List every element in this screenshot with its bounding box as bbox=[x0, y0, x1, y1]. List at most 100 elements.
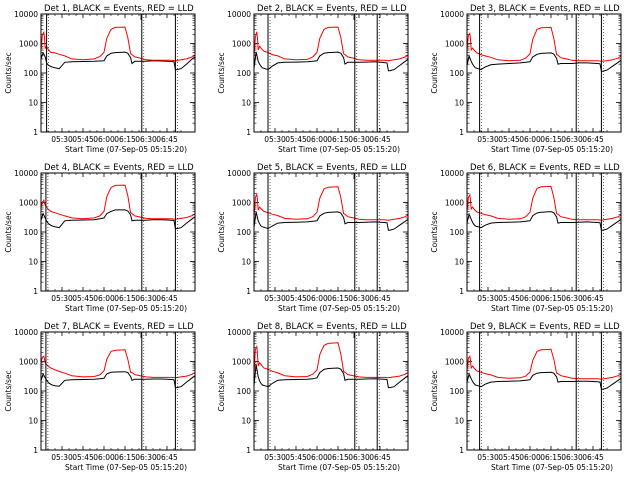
y-tick-label: 1 bbox=[459, 128, 464, 137]
x-tick-label: 06:00 bbox=[519, 453, 541, 462]
y-tick-label: 1000 bbox=[19, 358, 38, 367]
y-tick-label: 10000 bbox=[440, 328, 464, 337]
chart-panel-det-3: Det 3, BLACK = Events, RED = LLD Counts/s… bbox=[430, 4, 622, 154]
y-axis-label: Counts/sec bbox=[430, 52, 439, 93]
y-tick-label: 1 bbox=[459, 287, 464, 296]
y-tick-label: 100 bbox=[24, 387, 39, 396]
chart-title: Det 3, BLACK = Events, RED = LLD bbox=[470, 4, 620, 14]
plot-frame bbox=[253, 172, 409, 292]
y-tick-label: 1000 bbox=[19, 199, 38, 208]
series-line-lld bbox=[40, 349, 196, 379]
plot-frame bbox=[466, 331, 622, 451]
y-tick-label: 1 bbox=[246, 446, 251, 455]
y-tick-label: 100 bbox=[450, 228, 465, 237]
chart-panel-det-2: Det 2, BLACK = Events, RED = LLD Counts/s… bbox=[217, 4, 409, 154]
series-line-lld bbox=[466, 348, 622, 380]
plot-frame bbox=[253, 331, 409, 451]
x-tick-label: 06:15 bbox=[114, 453, 136, 462]
plot-frame bbox=[466, 13, 622, 133]
x-tick-label: 05:30 bbox=[264, 135, 286, 144]
series-line-events bbox=[466, 211, 622, 231]
y-tick-label: 1000 bbox=[445, 40, 464, 49]
y-tick-label: 10000 bbox=[14, 328, 38, 337]
plot-frame bbox=[40, 172, 196, 292]
x-tick-label: 06:00 bbox=[93, 135, 115, 144]
x-axis-label: Start Time (07-Sep-05 05:15:20) bbox=[65, 463, 187, 472]
x-tick-label: 05:45 bbox=[498, 453, 520, 462]
x-tick-label: 05:45 bbox=[285, 135, 307, 144]
x-tick-label: 05:45 bbox=[285, 294, 307, 303]
y-axis-label: Counts/sec bbox=[4, 52, 13, 93]
y-tick-label: 1000 bbox=[232, 199, 251, 208]
chart-title: Det 1, BLACK = Events, RED = LLD bbox=[44, 4, 194, 14]
x-tick-label: 05:45 bbox=[72, 294, 94, 303]
x-tick-label: 05:45 bbox=[498, 294, 520, 303]
x-axis-label: Start Time (07-Sep-05 05:15:20) bbox=[65, 304, 187, 313]
bracket-marker bbox=[566, 331, 575, 338]
x-tick-label: 05:30 bbox=[477, 294, 499, 303]
series-line-lld bbox=[253, 186, 409, 221]
chart-title: Det 4, BLACK = Events, RED = LLD bbox=[44, 163, 194, 173]
series-line-events bbox=[40, 209, 196, 230]
x-tick-label: 06:15 bbox=[327, 135, 349, 144]
y-tick-label: 10000 bbox=[440, 10, 464, 19]
x-tick-label: 06:15 bbox=[114, 135, 136, 144]
y-tick-label: 1000 bbox=[445, 358, 464, 367]
y-tick-label: 10000 bbox=[14, 10, 38, 19]
y-tick-label: 1000 bbox=[19, 40, 38, 49]
x-tick-label: 06:30 bbox=[561, 135, 583, 144]
y-tick-label: 10000 bbox=[227, 10, 251, 19]
x-tick-label: 06:15 bbox=[540, 453, 562, 462]
x-tick-label: 06:45 bbox=[582, 135, 604, 144]
x-tick-label: 06:00 bbox=[93, 453, 115, 462]
x-tick-label: 06:00 bbox=[306, 294, 328, 303]
y-tick-label: 10 bbox=[454, 417, 464, 426]
y-tick-label: 10 bbox=[454, 258, 464, 267]
chart-title: Det 7, BLACK = Events, RED = LLD bbox=[44, 322, 194, 332]
plot-frame bbox=[253, 13, 409, 133]
y-axis-label: Counts/sec bbox=[217, 211, 226, 252]
chart-title: Det 5, BLACK = Events, RED = LLD bbox=[257, 163, 407, 173]
x-tick-label: 06:15 bbox=[327, 453, 349, 462]
y-axis-label: Counts/sec bbox=[217, 370, 226, 411]
x-tick-label: 05:30 bbox=[264, 294, 286, 303]
x-axis-label: Start Time (07-Sep-05 05:15:20) bbox=[65, 145, 187, 154]
y-tick-label: 1000 bbox=[445, 199, 464, 208]
x-tick-label: 06:45 bbox=[369, 453, 391, 462]
series-line-lld bbox=[40, 184, 196, 220]
y-axis-label: Counts/sec bbox=[4, 211, 13, 252]
plot-frame bbox=[40, 331, 196, 451]
y-tick-label: 100 bbox=[237, 228, 252, 237]
x-tick-label: 05:30 bbox=[51, 294, 73, 303]
y-tick-label: 1 bbox=[246, 287, 251, 296]
x-tick-label: 06:00 bbox=[306, 135, 328, 144]
y-tick-label: 10 bbox=[454, 99, 464, 108]
y-axis-label: Counts/sec bbox=[430, 370, 439, 411]
chart-panel-det-5: Det 5, BLACK = Events, RED = LLD Counts/s… bbox=[217, 163, 409, 313]
series-line-events bbox=[253, 364, 409, 389]
x-tick-label: 06:30 bbox=[348, 294, 370, 303]
x-tick-label: 06:45 bbox=[156, 135, 178, 144]
y-axis-label: Counts/sec bbox=[217, 52, 226, 93]
y-tick-label: 10 bbox=[28, 99, 38, 108]
chart-title: Det 8, BLACK = Events, RED = LLD bbox=[257, 322, 407, 332]
x-axis-label: Start Time (07-Sep-05 05:15:20) bbox=[491, 304, 613, 313]
chart-panel-det-1: Det 1, BLACK = Events, RED = LLD Counts/s… bbox=[4, 4, 196, 154]
series-line-lld bbox=[466, 185, 622, 221]
x-tick-label: 06:15 bbox=[540, 135, 562, 144]
x-tick-label: 05:45 bbox=[72, 135, 94, 144]
chart-panel-det-7: Det 7, BLACK = Events, RED = LLD Counts/s… bbox=[4, 322, 196, 472]
y-axis-label: Counts/sec bbox=[4, 370, 13, 411]
x-tick-label: 06:30 bbox=[348, 453, 370, 462]
y-tick-label: 100 bbox=[450, 69, 465, 78]
x-tick-label: 06:45 bbox=[156, 453, 178, 462]
y-tick-label: 10 bbox=[241, 258, 251, 267]
y-axis-label: Counts/sec bbox=[430, 211, 439, 252]
x-axis-label: Start Time (07-Sep-05 05:15:20) bbox=[491, 463, 613, 472]
x-tick-label: 06:45 bbox=[582, 453, 604, 462]
series-line-events bbox=[253, 51, 409, 72]
x-tick-label: 06:45 bbox=[369, 294, 391, 303]
series-line-events bbox=[40, 371, 196, 389]
bracket-marker bbox=[566, 13, 575, 20]
y-tick-label: 10 bbox=[241, 99, 251, 108]
